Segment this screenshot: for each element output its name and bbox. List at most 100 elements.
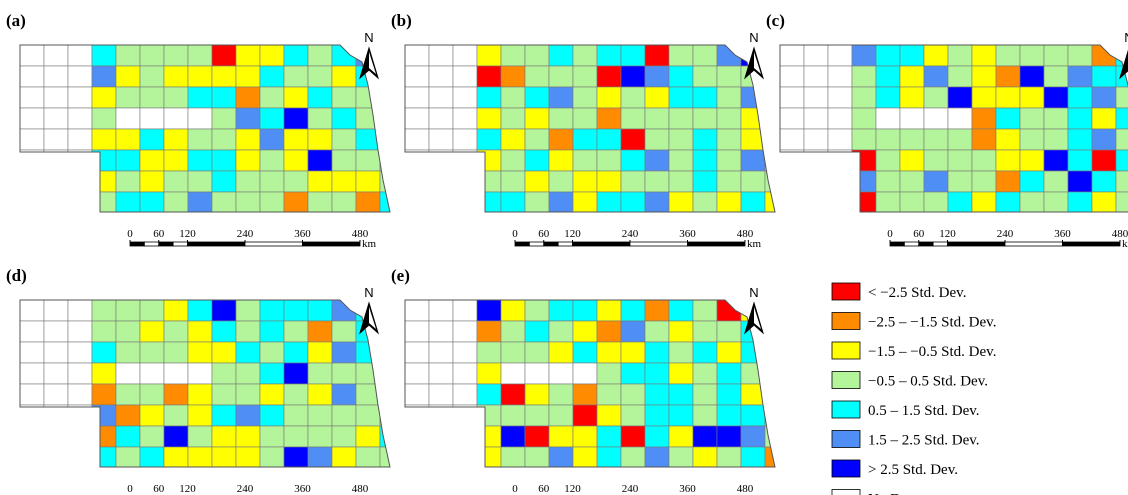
state-outline: [19, 299, 391, 468]
county: [283, 149, 309, 172]
county: [596, 362, 622, 385]
county: [947, 128, 973, 151]
county: [692, 300, 718, 322]
county: [20, 65, 45, 88]
county: [67, 404, 93, 427]
county: [668, 320, 694, 343]
county: [211, 86, 237, 109]
county: [67, 191, 93, 212]
county: [405, 86, 430, 109]
county: [331, 191, 357, 212]
county: [187, 86, 213, 109]
county: [428, 86, 454, 109]
county: [764, 446, 775, 467]
county: [405, 149, 430, 172]
county: [995, 128, 1021, 151]
scale-label: 60: [153, 483, 165, 495]
county: [211, 320, 237, 343]
county: [20, 446, 45, 467]
county: [115, 383, 141, 406]
county: [476, 362, 502, 385]
county: [283, 86, 309, 109]
county: [668, 107, 694, 130]
county: [115, 149, 141, 172]
county: [668, 65, 694, 88]
county: [716, 191, 742, 212]
county: [780, 86, 805, 109]
scale-unit: km: [1122, 238, 1128, 250]
county: [235, 446, 261, 467]
county: [899, 45, 925, 67]
county: [644, 446, 670, 467]
county: [596, 404, 622, 427]
county: [500, 65, 526, 88]
county: [1067, 149, 1093, 172]
county: [875, 128, 901, 151]
county: [43, 362, 69, 385]
scale-segment: [1004, 241, 1063, 247]
county: [500, 362, 526, 385]
legend-swatch: [831, 282, 861, 301]
county: [211, 191, 237, 212]
county: [524, 300, 550, 322]
county: [851, 170, 877, 193]
scale-label: 0: [127, 228, 133, 240]
county: [947, 65, 973, 88]
county: [476, 128, 502, 151]
scale-segment: [244, 241, 303, 247]
scale-label: 60: [153, 228, 165, 240]
scale-label: 0: [127, 483, 133, 495]
county: [971, 107, 997, 130]
county: [548, 446, 574, 467]
county: [67, 341, 93, 364]
scale-label: 240: [237, 483, 254, 495]
county: [259, 170, 285, 193]
county: [740, 191, 766, 212]
scale-segment: [528, 241, 545, 247]
county: [307, 86, 333, 109]
scale-label: 0: [512, 483, 518, 495]
county: [405, 170, 430, 193]
county: [1091, 45, 1117, 67]
county: [596, 341, 622, 364]
county: [67, 107, 93, 130]
state-outline: [404, 44, 776, 213]
county: [91, 425, 117, 448]
county: [500, 191, 526, 212]
county: [1043, 86, 1069, 109]
panel-label: (d): [6, 266, 27, 285]
county: [307, 45, 333, 67]
county: [283, 362, 309, 385]
county: [947, 149, 973, 172]
county: [1043, 149, 1069, 172]
scale-segment: [129, 241, 145, 247]
county: [452, 191, 478, 212]
county: [331, 404, 357, 427]
county: [971, 149, 997, 172]
county: [1067, 128, 1093, 151]
county: [572, 425, 598, 448]
county: [355, 170, 381, 193]
county: [476, 425, 502, 448]
county: [428, 362, 454, 385]
county: [620, 107, 646, 130]
county: [259, 446, 285, 467]
county: [20, 45, 45, 67]
county: [524, 362, 550, 385]
scale-segment: [143, 241, 160, 247]
county: [899, 65, 925, 88]
county: [668, 425, 694, 448]
county: [1067, 170, 1093, 193]
county: [851, 191, 877, 212]
legend-swatch: [831, 371, 861, 389]
legend-label: −1.5 – −0.5 Std. Dev.: [868, 344, 996, 360]
county: [307, 170, 333, 193]
county: [307, 300, 333, 322]
county: [524, 446, 550, 467]
county: [163, 300, 189, 322]
county: [875, 191, 901, 212]
county: [163, 446, 189, 467]
county: [187, 404, 213, 427]
county: [971, 45, 997, 67]
county: [1067, 191, 1093, 212]
